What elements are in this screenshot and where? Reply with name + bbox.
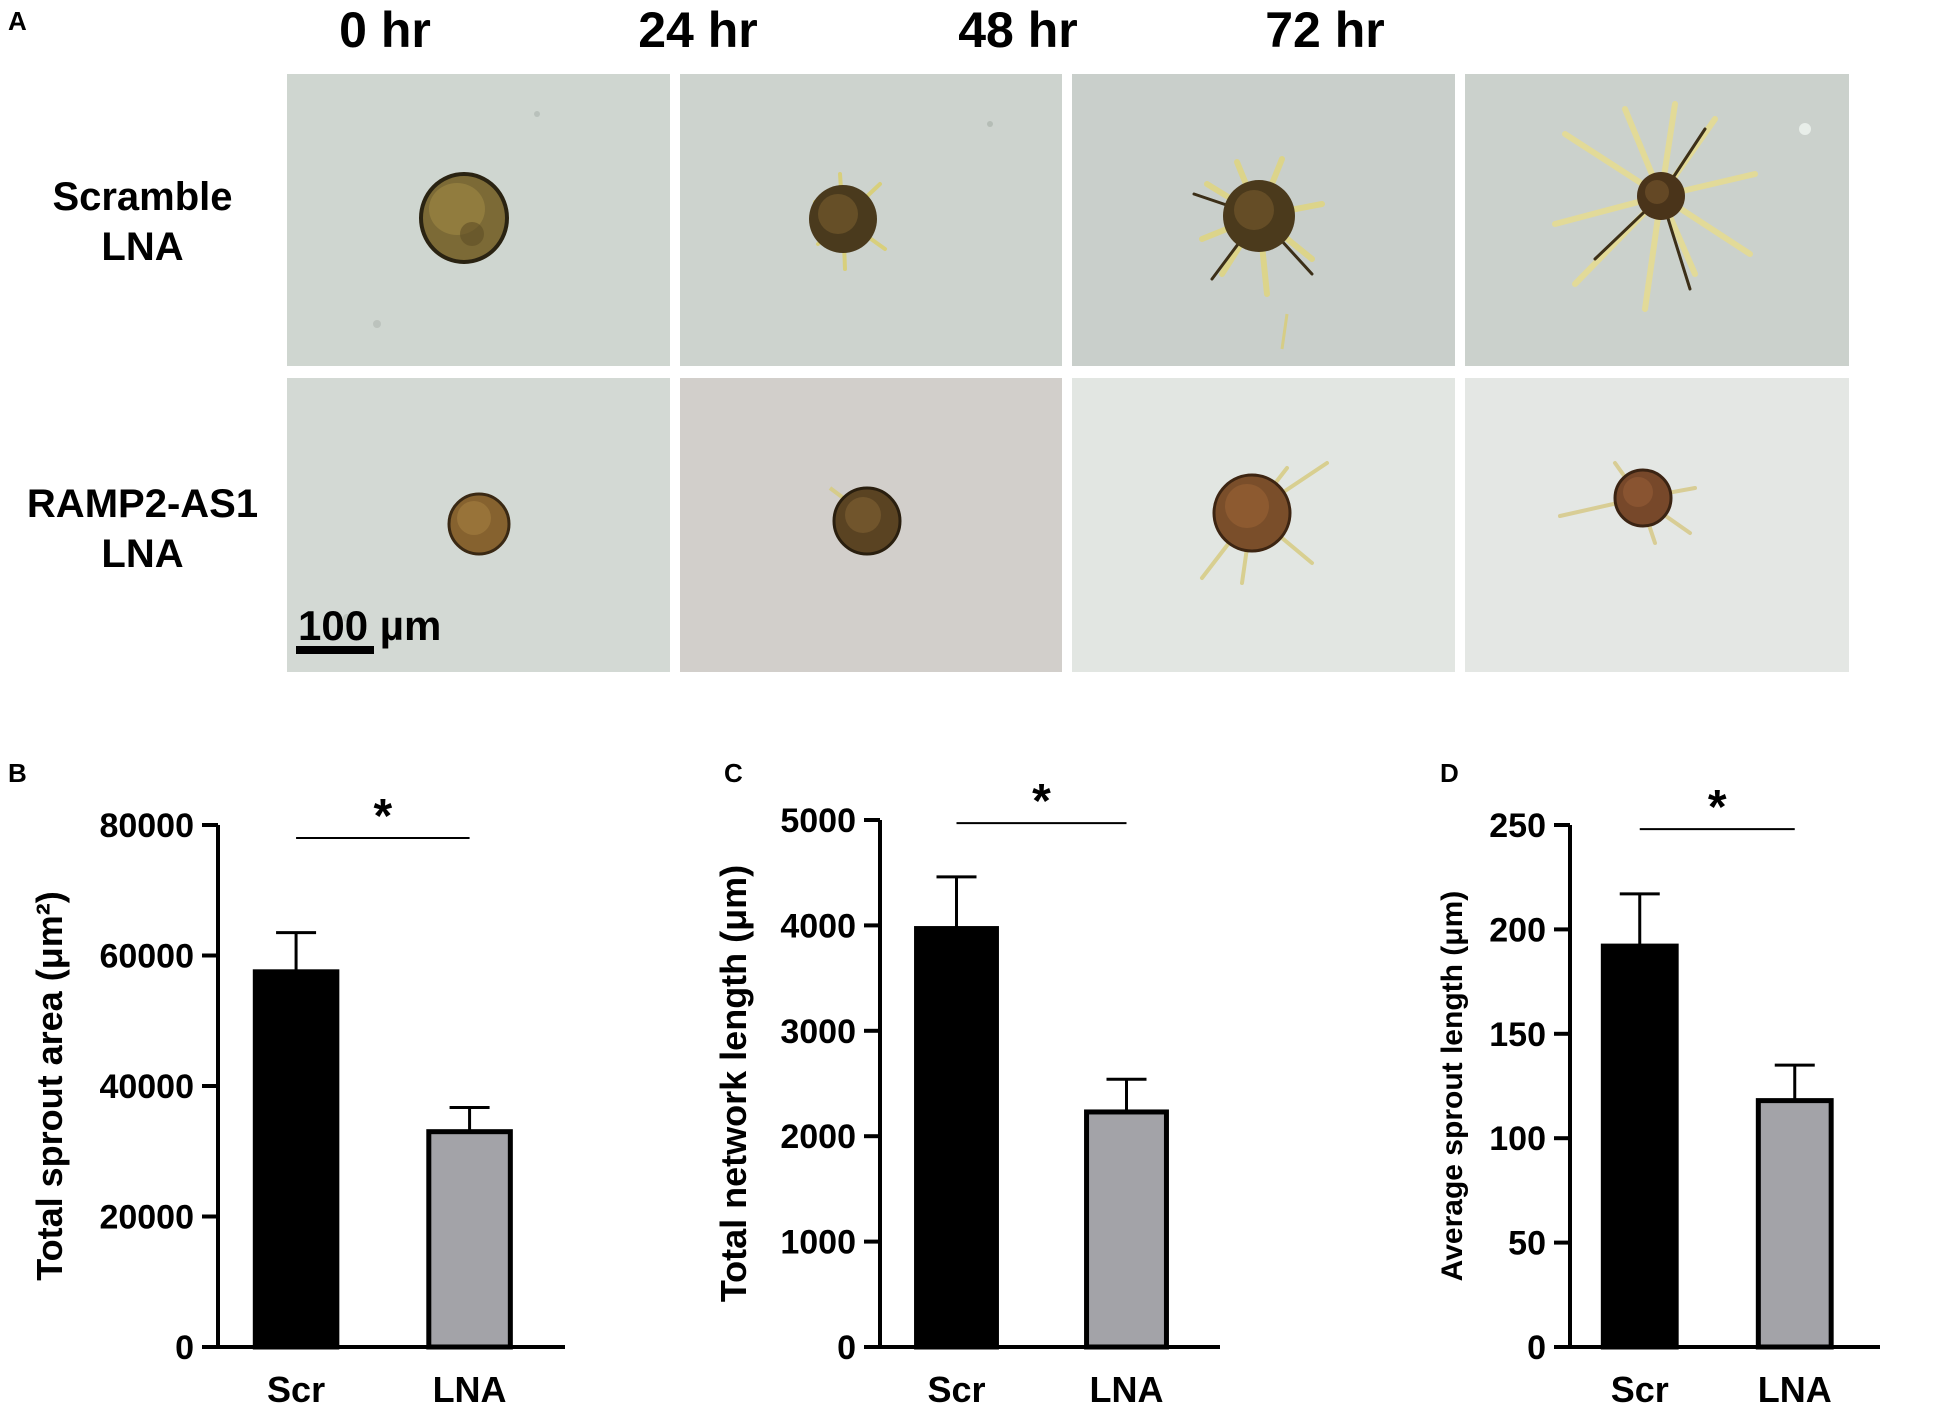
time-label-48hr: 48 hr: [958, 2, 1078, 58]
panel-d-letter: D: [1440, 758, 1459, 788]
panel-c-letter: C: [724, 758, 743, 788]
chart-d-ytick-label: 50: [1508, 1225, 1546, 1263]
micrograph-ramp2-0hr: [287, 378, 670, 672]
time-label-0hr: 0 hr: [339, 2, 431, 58]
chart-d-bar-scr: [1600, 943, 1679, 1350]
chart-c-significance-star: *: [1032, 775, 1051, 828]
panel-a-letter: A: [8, 6, 27, 36]
chart-d-xtick-label: LNA: [1758, 1369, 1832, 1410]
chart-d-ytick-label: 100: [1489, 1120, 1546, 1158]
chart-c-ytick-label: 3000: [780, 1013, 856, 1051]
time-label-72hr: 72 hr: [1265, 2, 1385, 58]
chart-d-ytick-label: 150: [1489, 1016, 1546, 1054]
chart-b-ytick-label: 80000: [99, 807, 194, 845]
scale-bar-label: 100 µm: [298, 602, 442, 649]
chart-d-ytick-label: 250: [1489, 807, 1546, 845]
scale-bar: [296, 646, 374, 654]
micrograph-scramble-72hr: [1465, 74, 1849, 366]
row-label-ramp2: RAMP2-AS1 LNA: [0, 479, 285, 579]
chart-d-ylabel: Average sprout length (μm): [1436, 891, 1469, 1282]
chart-d-xtick-label: Scr: [1611, 1369, 1669, 1410]
chart-d-ytick-label: 200: [1489, 911, 1546, 949]
chart-c-ytick-label: 4000: [780, 907, 856, 945]
chart-c-bar-scr: [914, 926, 999, 1350]
chart-d-significance-star: *: [1708, 781, 1727, 834]
chart-b-ylabel: Total sprout area (μm²): [29, 891, 70, 1280]
chart-b-ytick-label: 0: [175, 1329, 194, 1367]
panel-b-letter: B: [8, 758, 27, 788]
chart-b-bar-scr: [252, 969, 340, 1350]
micrograph-scramble-0hr: [287, 74, 670, 366]
chart-c-ytick-label: 1000: [780, 1224, 856, 1262]
chart-d-ytick-label: 0: [1527, 1329, 1546, 1367]
chart-b-bar-lna: [426, 1129, 513, 1350]
micrograph-ramp2-72hr: [1465, 378, 1849, 672]
chart-b-xtick-label: LNA: [433, 1369, 507, 1410]
micrograph-ramp2-48hr: [1072, 378, 1455, 672]
chart-d-average-sprout-length: 0 50 100 150 200 250 Average sprout length (μm…: [1436, 781, 1880, 1410]
chart-d-bar-lna: [1755, 1098, 1834, 1350]
chart-c-ytick-label: 2000: [780, 1118, 856, 1156]
micrograph-ramp2-24hr: [680, 378, 1062, 672]
chart-b-total-sprout-area: 0 20000 40000 60000 80000 Total sprout area (…: [29, 790, 565, 1410]
chart-b-xtick-label: Scr: [267, 1369, 325, 1410]
chart-c-ytick-label: 0: [837, 1329, 856, 1367]
chart-c-xtick-label: Scr: [927, 1369, 985, 1410]
chart-c-total-network-length: 0 1000 2000 3000 4000 5000 Total network lengt…: [713, 775, 1220, 1410]
row-label-scramble: Scramble LNA: [0, 172, 285, 272]
row-label-ramp2-line2: LNA: [101, 532, 184, 576]
micrograph-scramble-48hr: [1072, 74, 1455, 366]
chart-c-xtick-label: LNA: [1090, 1369, 1164, 1410]
chart-b-ytick-label: 60000: [99, 938, 194, 976]
row-label-scramble-line2: LNA: [101, 225, 184, 269]
chart-c-ylabel: Total network length (μm): [713, 865, 754, 1302]
micrograph-scramble-24hr: [680, 74, 1062, 366]
chart-b-ytick-label: 40000: [99, 1068, 194, 1106]
row-label-scramble-line1: Scramble: [52, 175, 233, 219]
chart-c-bar-lna: [1084, 1109, 1169, 1350]
chart-b-ytick-label: 20000: [99, 1199, 194, 1237]
chart-c-ytick-label: 5000: [780, 802, 856, 840]
row-label-ramp2-line1: RAMP2-AS1: [26, 482, 259, 526]
time-label-24hr: 24 hr: [638, 2, 758, 58]
chart-b-significance-star: *: [373, 790, 392, 843]
